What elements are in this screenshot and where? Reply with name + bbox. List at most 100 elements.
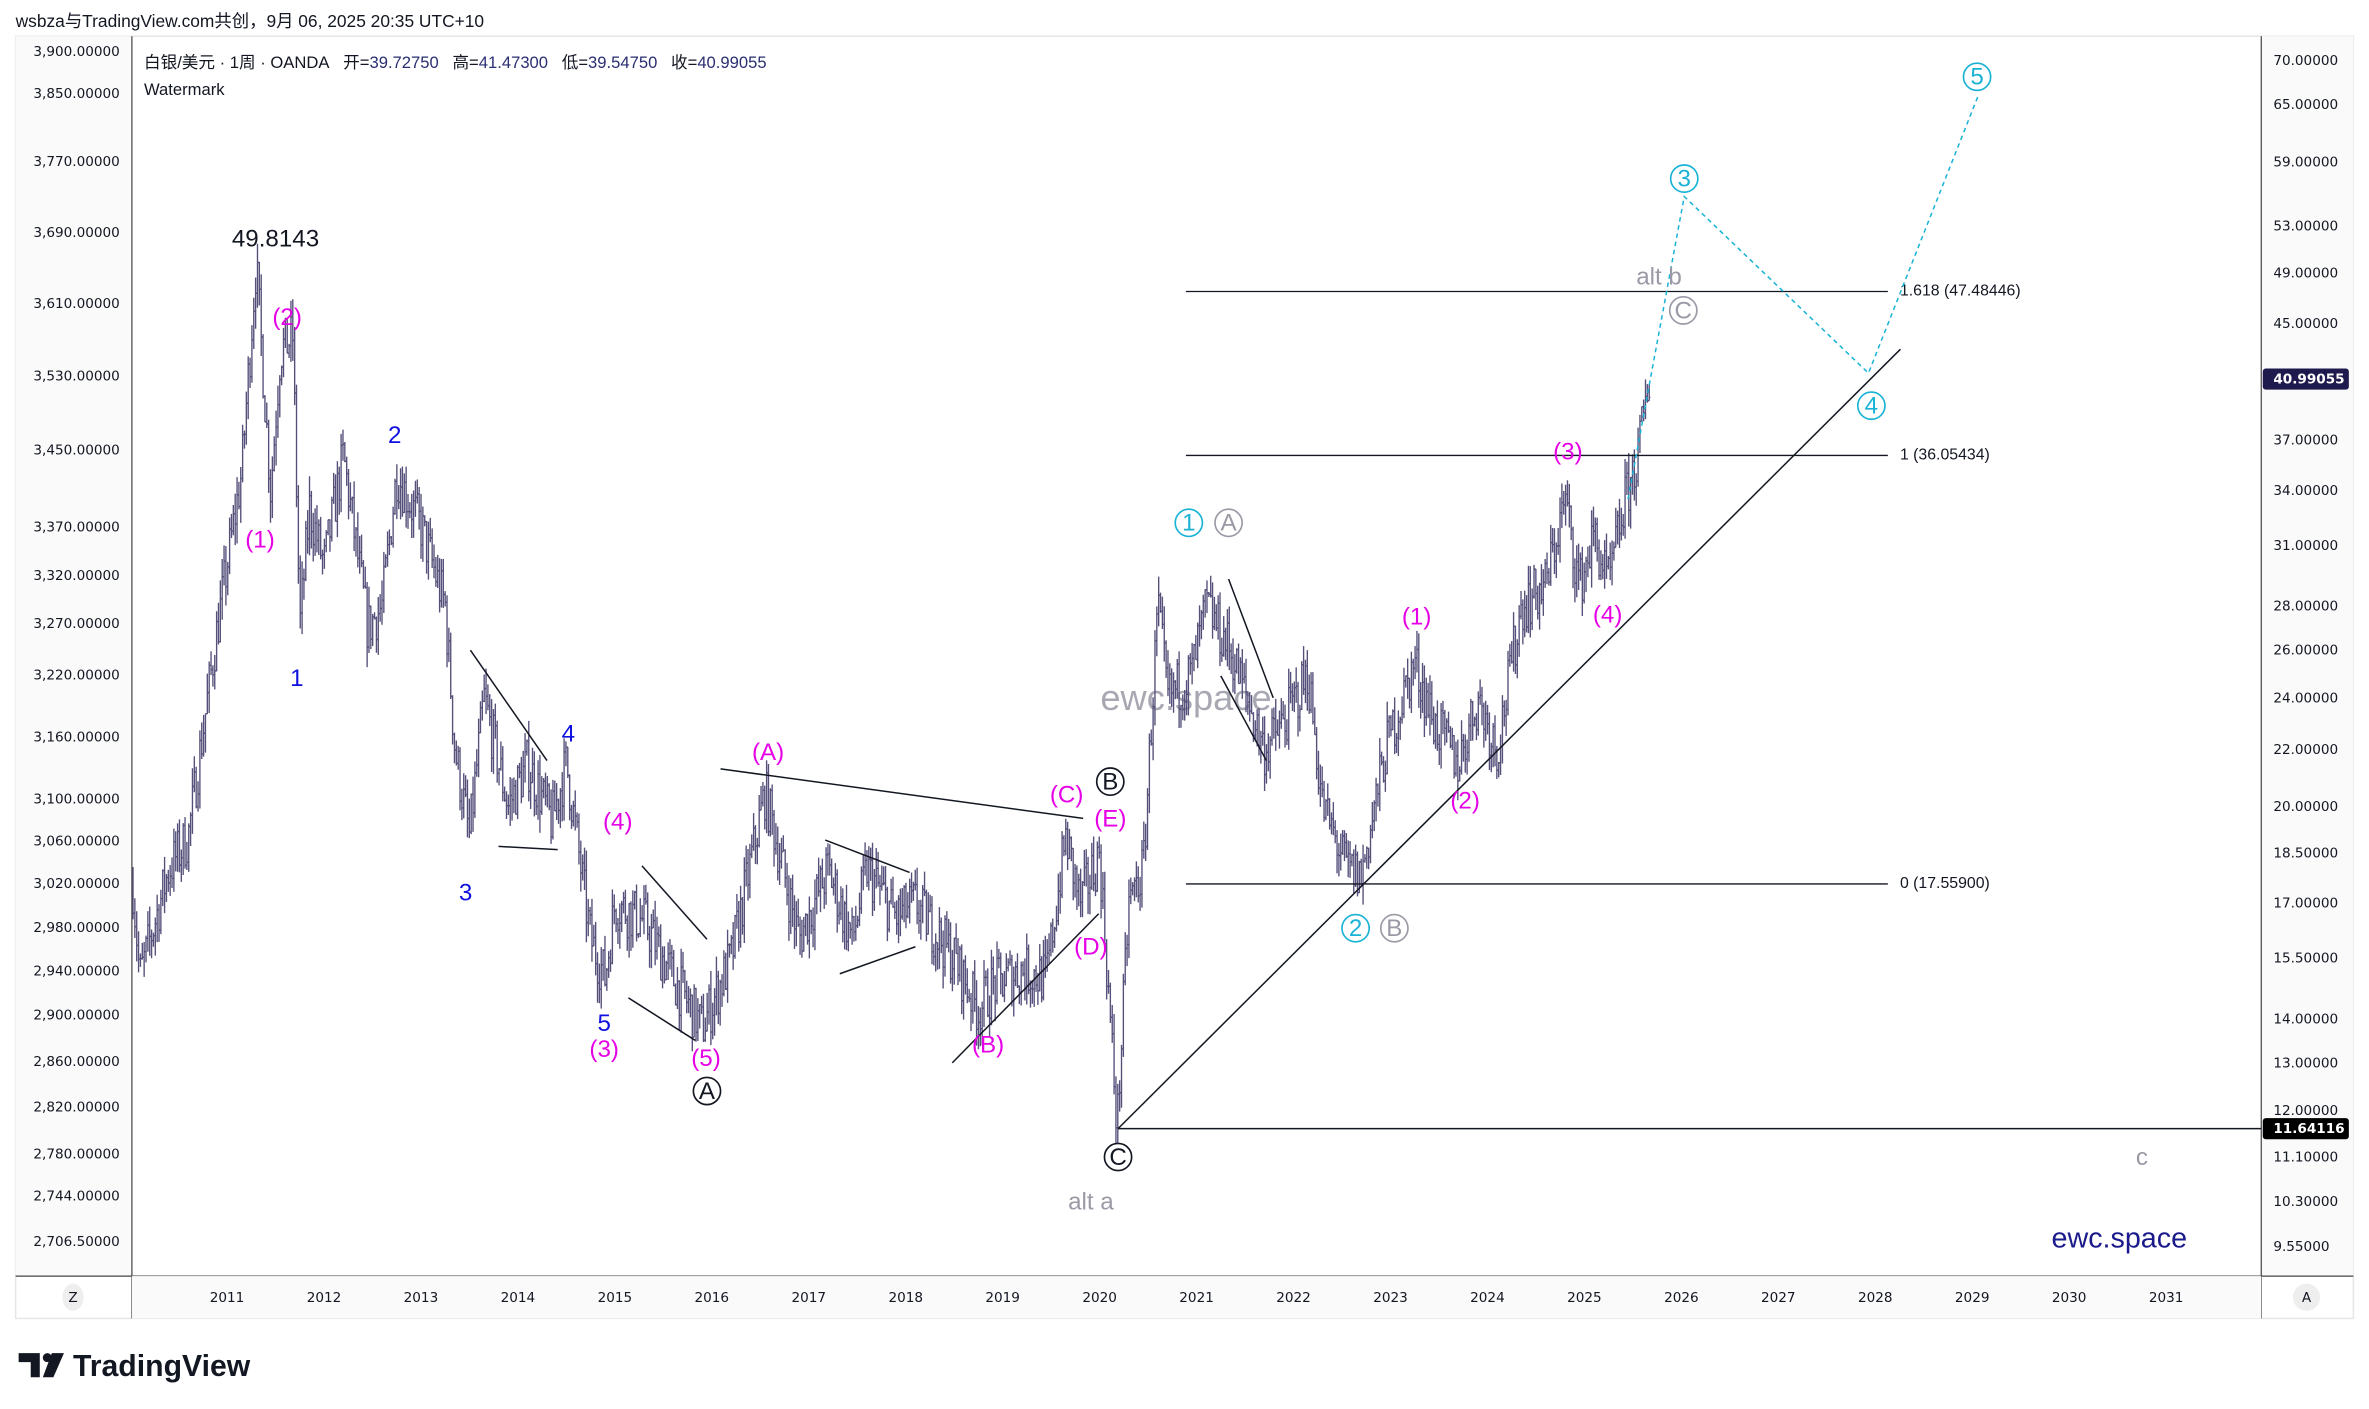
low-price-tag: 11.64116 [2273,1121,2344,1137]
right-axis-label: 18.50000 [2273,845,2338,861]
left-axis-label: 2,820.00000 [33,1099,119,1115]
time-axis-ticks: 2011 2012 2013 2014 2015 2016 2017 2018 2019 2020… [210,1290,2184,1306]
time-axis-label: 2021 [1179,1290,1214,1306]
projection-path [1627,93,1980,500]
current-price-tag: 40.99055 [2273,372,2344,388]
right-axis-label: 11.10000 [2273,1150,2338,1166]
tradingview-logo-text: TradingView [73,1350,251,1383]
wave-label: (4) [1593,601,1623,628]
time-axis-label: 2022 [1276,1290,1311,1306]
close-value: 40.99055 [697,53,766,72]
time-axis-label: 2031 [2149,1290,2184,1306]
wave-label: 2 [388,422,401,449]
log-scale-toggle-z[interactable]: Z [62,1283,84,1311]
trendline [839,946,916,975]
time-axis-label: 2025 [1567,1290,1602,1306]
tradingview-logo-icon [18,1353,64,1378]
time-axis[interactable] [131,1276,2262,1319]
fib-level-label: 0 (17.55900) [1900,875,1990,892]
wave-label: 5 [1970,64,1983,91]
left-price-axis[interactable] [15,36,132,1277]
left-axis-label: 2,980.00000 [33,920,119,936]
wave-label-circle [1668,295,1698,325]
time-axis-label: 2030 [2052,1290,2087,1306]
right-axis-label: 13.00000 [2273,1055,2338,1071]
trendline [951,913,1100,1064]
a-label: A [2302,1290,2312,1306]
right-axis-label: 14.00000 [2273,1011,2338,1027]
fib-level-label: 1.618 (47.48446) [1900,283,2021,300]
trendline [720,768,1084,820]
left-axis-label: 2,940.00000 [33,964,119,980]
right-axis-label: 20.00000 [2273,799,2338,815]
left-axis-label: 3,530.00000 [33,369,119,385]
left-axis-label: 3,450.00000 [33,443,119,459]
wave-label: (C) [1050,781,1084,808]
right-axis-label: 70.00000 [2273,53,2338,69]
wave-label: (D) [1074,934,1108,961]
right-axis-label: 17.00000 [2273,896,2338,912]
auto-scale-toggle-a[interactable]: A [2292,1283,2321,1311]
wave-label-circle [1103,1142,1133,1172]
wave-label: B [1386,915,1402,942]
left-axis-label: 3,020.00000 [33,876,119,892]
wave-label-circle [1669,164,1699,194]
wave-label: (B) [972,1032,1004,1059]
wave-label: alt a [1068,1188,1114,1215]
tradingview-logo[interactable]: TradingView [18,1350,251,1383]
time-axis-label: 2028 [1858,1290,1893,1306]
left-axis-label: 2,744.00000 [33,1189,119,1205]
chart-frame [14,35,2355,1320]
wave-label: (A) [752,739,784,766]
left-axis-label: 2,706.50000 [33,1234,119,1250]
z-label: Z [68,1290,77,1306]
time-axis-label: 2015 [598,1290,633,1306]
right-axis-label: 49.00000 [2273,265,2338,281]
wave-label: (3) [1553,438,1583,465]
time-axis-label: 2024 [1470,1290,1505,1306]
trendline [628,997,696,1042]
wave-label: 1 [290,665,303,692]
wave-label: 1 [1182,510,1195,537]
wave-label: 4 [562,720,575,747]
wave-label: (1) [1402,604,1432,631]
left-axis-label: 3,100.00000 [33,791,119,807]
wave-label-circle [1214,508,1243,538]
price-bars [131,243,1651,1149]
left-axis-label: 3,060.00000 [33,834,119,850]
time-axis-label: 2017 [791,1290,826,1306]
wave-label: (5) [691,1045,721,1072]
left-axis-label: 3,610.00000 [33,296,119,312]
left-axis-label: 3,900.00000 [33,44,119,60]
wave-label: (3) [589,1036,619,1063]
time-axis-label: 2019 [985,1290,1020,1306]
wave-label-circle [692,1076,722,1106]
plot-area[interactable]: ewc.space 1.618 (47.48446) 1 (36.05434) 0 … [131,62,2262,1254]
left-axis-label: 3,370.00000 [33,520,119,536]
watermark-legend: Watermark [144,80,225,99]
fib-level-label: 1 (36.05434) [1900,447,1990,464]
right-price-axis[interactable] [2261,36,2354,1277]
symbol-legend: 白银/美元 · 1周 · OANDA 开=39.72750 高=41.47300… [144,53,767,72]
wave-label-circle [1962,62,1992,92]
wave-label: (2) [1450,787,1480,814]
left-axis-label: 3,270.00000 [33,616,119,632]
right-axis-label: 10.30000 [2273,1194,2338,1210]
wave-label: B [1102,768,1118,795]
left-axis-ticks: 3,900.00000 3,850.00000 3,770.00000 3,690.0… [33,44,119,1250]
time-axis-label: 2012 [307,1290,342,1306]
time-axis-label: 2020 [1082,1290,1117,1306]
low-value: 39.54750 [588,53,657,72]
left-axis-label: 3,220.00000 [33,668,119,684]
high-value: 41.47300 [479,53,548,72]
left-axis-label: 3,320.00000 [33,568,119,584]
right-axis-label: 28.00000 [2273,599,2338,615]
left-axis-label: 2,900.00000 [33,1007,119,1023]
right-axis-label: 24.00000 [2273,690,2338,706]
fibonacci-levels: 1.618 (47.48446) 1 (36.05434) 0 (17.55900) [1185,283,2021,892]
wave-label-circle [1174,508,1204,538]
wave-label: alt b [1636,263,1682,290]
right-axis-label: 31.00000 [2273,538,2338,554]
price-tags: 40.99055 11.64116 [2262,368,2349,1140]
